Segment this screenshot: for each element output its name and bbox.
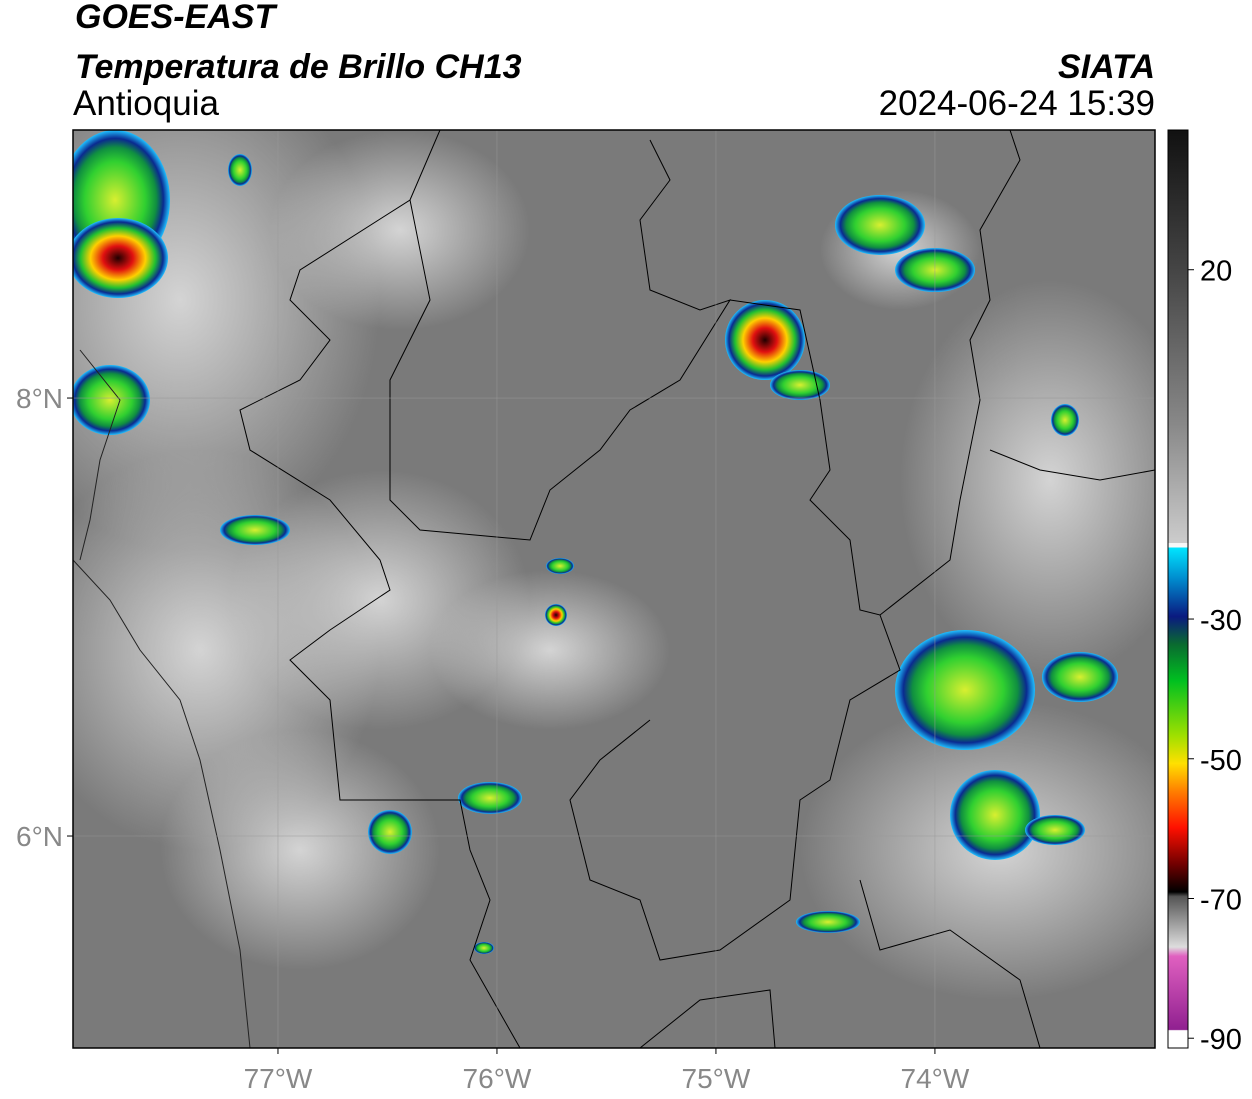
map-image xyxy=(73,130,1155,1048)
colorbar-tick-label: -30 xyxy=(1200,605,1242,637)
map-frame xyxy=(72,129,1156,1049)
x-tick-label: 77°W xyxy=(244,1063,313,1094)
x-tick-label: 76°W xyxy=(463,1063,532,1094)
borders xyxy=(73,130,1155,1048)
y-tick-label: 6°N xyxy=(16,821,63,852)
x-tick-label: 75°W xyxy=(682,1063,751,1094)
colorbar-tick-label: 20 xyxy=(1200,256,1232,288)
colorbar-tick-label: -70 xyxy=(1200,884,1242,916)
colorbar-tick-label: -90 xyxy=(1200,1024,1242,1056)
datetime: 2024-06-24 15:39 xyxy=(879,84,1155,123)
title: GOES-EAST xyxy=(75,0,278,36)
source: SIATA xyxy=(1058,48,1155,86)
storm-cells xyxy=(73,130,1118,954)
graticule xyxy=(73,130,1155,1048)
region: Antioquia xyxy=(73,84,219,123)
clouds xyxy=(73,130,1155,1000)
y-tick-label: 8°N xyxy=(16,383,63,414)
colorbar-tick-label: -50 xyxy=(1200,745,1242,777)
x-tick-label: 74°W xyxy=(901,1063,970,1094)
subtitle: Temperatura de Brillo CH13 xyxy=(75,48,522,86)
colorbar xyxy=(1167,129,1189,1049)
